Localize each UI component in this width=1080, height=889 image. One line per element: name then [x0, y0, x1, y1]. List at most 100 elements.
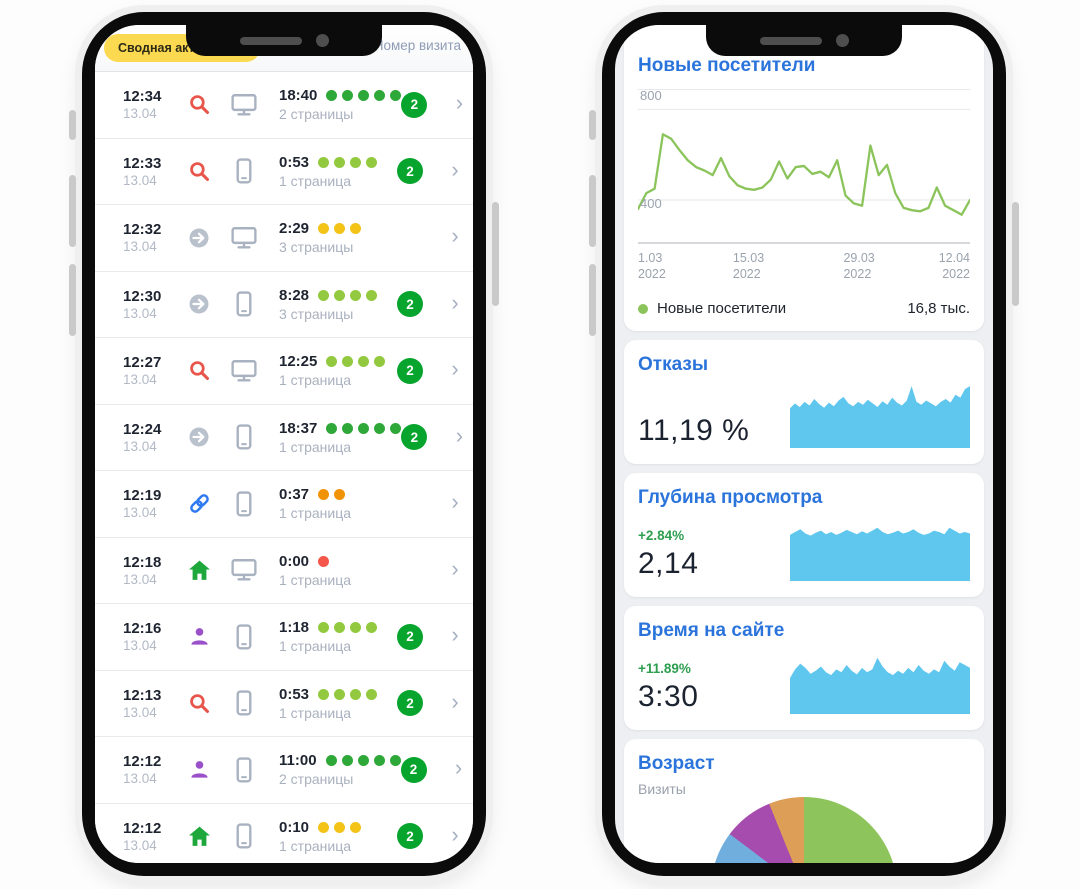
bounce-rate-title: Отказы: [638, 354, 709, 375]
chevron-right-icon[interactable]: ›: [451, 156, 459, 182]
visit-time: 12:18 13.04: [123, 554, 173, 587]
chevron-right-icon[interactable]: ›: [451, 821, 459, 847]
activity-dot-icon: [366, 622, 378, 634]
activity-dot-icon: [366, 688, 378, 700]
visit-time-value: 12:12: [123, 819, 162, 837]
activity-dot-icon: [374, 356, 386, 368]
visit-row[interactable]: 12:12 13.04 11:00 2 страницы 2 ›: [95, 737, 473, 804]
chart-legend: Новые посетители 16,8 тыс.: [638, 300, 970, 317]
chevron-right-icon[interactable]: ›: [451, 688, 459, 714]
power-button[interactable]: [1012, 202, 1019, 306]
visit-row[interactable]: 12:30 13.04 8:28 3 страницы 2 ›: [95, 272, 473, 338]
chevron-right-icon[interactable]: ›: [451, 622, 459, 648]
direct-arrow-icon: [189, 427, 209, 447]
new-visitors-card[interactable]: Новые посетители 800 400 1.03 2022 15.03 2…: [624, 25, 984, 331]
activity-dot-icon: [373, 755, 385, 767]
visit-pages: 2 страницы: [279, 771, 354, 788]
visit-row[interactable]: 12:24 13.04 18:37 1 страница 2 ›: [95, 405, 473, 471]
visit-time-value: 12:12: [123, 753, 162, 771]
mobile-icon: [236, 624, 252, 650]
activity-dot-icon: [350, 223, 362, 235]
goal-badge-placeholder: [397, 491, 423, 517]
visit-row[interactable]: 12:13 13.04 0:53 1 страница 2 ›: [95, 671, 473, 737]
mute-switch[interactable]: [69, 110, 76, 140]
time-on-site-card[interactable]: Время на сайте +11.89% 3:30: [624, 606, 984, 730]
activity-dot-icon: [326, 90, 338, 102]
mute-switch[interactable]: [589, 110, 596, 140]
visit-date: 13.04: [123, 571, 157, 587]
age-pie-chart: [711, 797, 897, 863]
chevron-right-icon[interactable]: ›: [455, 90, 464, 116]
desktop-icon: [231, 359, 257, 382]
visit-duration: 0:53: [279, 685, 310, 703]
visit-row[interactable]: 12:18 13.04 0:00 1 страница ›: [95, 538, 473, 604]
visit-row[interactable]: 12:19 13.04 0:37 1 страница ›: [95, 471, 473, 538]
visit-pages: 1 страница: [279, 372, 352, 389]
goal-badge: 2: [397, 291, 423, 318]
volume-up-button[interactable]: [589, 175, 596, 247]
visit-duration: 8:28: [279, 286, 310, 304]
visit-duration: 0:37: [279, 486, 310, 504]
visit-date: 13.04: [123, 438, 157, 454]
chevron-right-icon[interactable]: ›: [451, 356, 459, 382]
activity-dot-icon: [357, 755, 369, 767]
visit-duration: 0:00: [279, 552, 310, 570]
visit-time-value: 12:19: [123, 487, 162, 505]
x-axis-labels: 1.03 2022 15.03 2022 29.03 2022 12.04 2022: [638, 250, 970, 286]
visit-summary: 0:00 1 страница: [279, 553, 397, 588]
chevron-right-icon[interactable]: ›: [451, 223, 459, 249]
visit-time: 12:24 13.04: [123, 421, 173, 454]
activity-dots: [326, 90, 402, 102]
goal-badge: 2: [401, 91, 428, 118]
visit-pages: 1 страница: [279, 505, 352, 522]
visit-row[interactable]: 12:32 13.04 2:29 3 страницы ›: [95, 205, 473, 272]
age-card[interactable]: Возраст Визиты: [624, 739, 984, 863]
activity-dot-icon: [350, 622, 362, 634]
visit-summary: 18:37 1 страница: [279, 420, 402, 455]
activity-dots: [325, 755, 401, 767]
volume-down-button[interactable]: [69, 264, 76, 336]
home-icon: [188, 826, 210, 846]
activity-dots: [318, 688, 378, 700]
visit-row[interactable]: 12:33 13.04 0:53 1 страница 2 ›: [95, 139, 473, 205]
activity-dot-icon: [334, 223, 346, 235]
visit-pages: 1 страница: [279, 172, 352, 189]
power-button[interactable]: [492, 202, 499, 306]
visit-row[interactable]: 12:16 13.04 1:18 1 страница 2 ›: [95, 604, 473, 671]
visit-pages: 3 страницы: [279, 305, 354, 322]
activity-dot-icon: [318, 688, 330, 700]
line-chart-svg: [636, 108, 972, 244]
left-phone: Сводная активность Номер визита 12:34 13…: [69, 12, 499, 876]
search-icon: [189, 161, 209, 181]
visit-row[interactable]: 12:12 13.04 0:10 1 страница 2 ›: [95, 804, 473, 864]
visit-time: 12:12 13.04: [123, 820, 173, 853]
visit-date: 13.04: [123, 638, 157, 654]
chevron-right-icon[interactable]: ›: [455, 422, 464, 448]
bounce-rate-card[interactable]: Отказы 11,19 %: [624, 340, 984, 464]
visit-date: 13.04: [123, 771, 157, 787]
visit-list: 12:34 13.04 18:40 2 страницы 2 › 12:33 1…: [95, 72, 473, 863]
bounce-sparkline: [790, 386, 970, 448]
chevron-right-icon[interactable]: ›: [451, 555, 459, 581]
visit-row[interactable]: 12:34 13.04 18:40 2 страницы 2 ›: [95, 72, 473, 139]
time-on-site-value: 3:30: [638, 680, 699, 713]
chevron-right-icon[interactable]: ›: [454, 755, 463, 781]
y-axis-label-400: 400: [640, 196, 662, 211]
volume-up-button[interactable]: [69, 175, 76, 247]
volume-down-button[interactable]: [589, 264, 596, 336]
visit-time-value: 12:33: [123, 154, 162, 172]
visit-summary: 1:18 1 страница: [279, 619, 397, 654]
activity-dots: [326, 356, 386, 368]
visit-date: 13.04: [123, 505, 157, 521]
visit-date: 13.04: [123, 106, 157, 122]
visit-time: 12:16 13.04: [123, 620, 173, 653]
chevron-right-icon[interactable]: ›: [451, 489, 459, 515]
search-icon: [189, 95, 209, 115]
chevron-right-icon[interactable]: ›: [451, 289, 459, 315]
goal-badge: 2: [397, 623, 423, 650]
visit-row[interactable]: 12:27 13.04 12:25 1 страница 2 ›: [95, 338, 473, 405]
view-depth-card[interactable]: Глубина просмотра +2.84% 2,14: [624, 473, 984, 597]
visit-summary: 2:29 3 страницы: [279, 220, 397, 255]
x-tick: 15.03 2022: [732, 251, 765, 282]
visit-time: 12:30 13.04: [123, 288, 173, 321]
